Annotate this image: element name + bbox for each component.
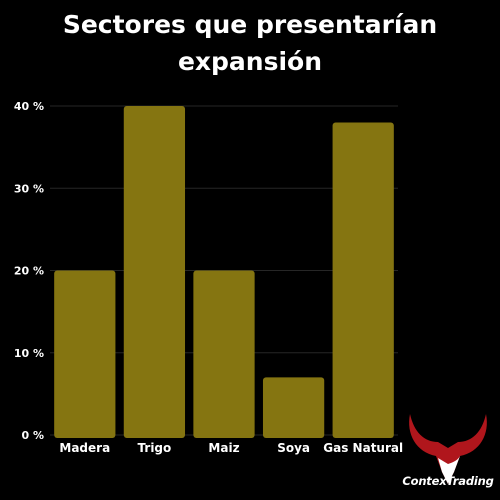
y-tick-label: 0 % <box>21 429 44 442</box>
y-tick-label: 30 % <box>14 182 44 195</box>
bar-madera <box>54 270 116 438</box>
y-tick-label: 40 % <box>14 100 44 113</box>
bar-trigo <box>123 106 186 438</box>
bull-horns-icon <box>409 414 487 484</box>
x-tick-label: Soya <box>277 441 310 455</box>
x-tick-label: Trigo <box>138 441 172 455</box>
chart-title: Sectores que presentarían expansión <box>62 10 438 76</box>
y-axis: 0 % 10 % 20 % 30 % 40 % <box>14 100 44 442</box>
y-tick-label: 10 % <box>14 347 44 360</box>
x-tick-label: Madera <box>59 441 110 455</box>
bar-maiz <box>193 270 255 438</box>
x-tick-label: Gas Natural <box>323 441 403 455</box>
bar-gas-natural <box>332 122 394 438</box>
x-axis: Madera Trigo Maiz Soya Gas Natural <box>59 441 403 455</box>
logo-text: ContexTrading <box>402 474 494 488</box>
bar-soya <box>262 377 325 438</box>
x-tick-label: Maiz <box>208 441 239 455</box>
y-tick-label: 20 % <box>14 265 44 278</box>
bars <box>54 106 394 438</box>
